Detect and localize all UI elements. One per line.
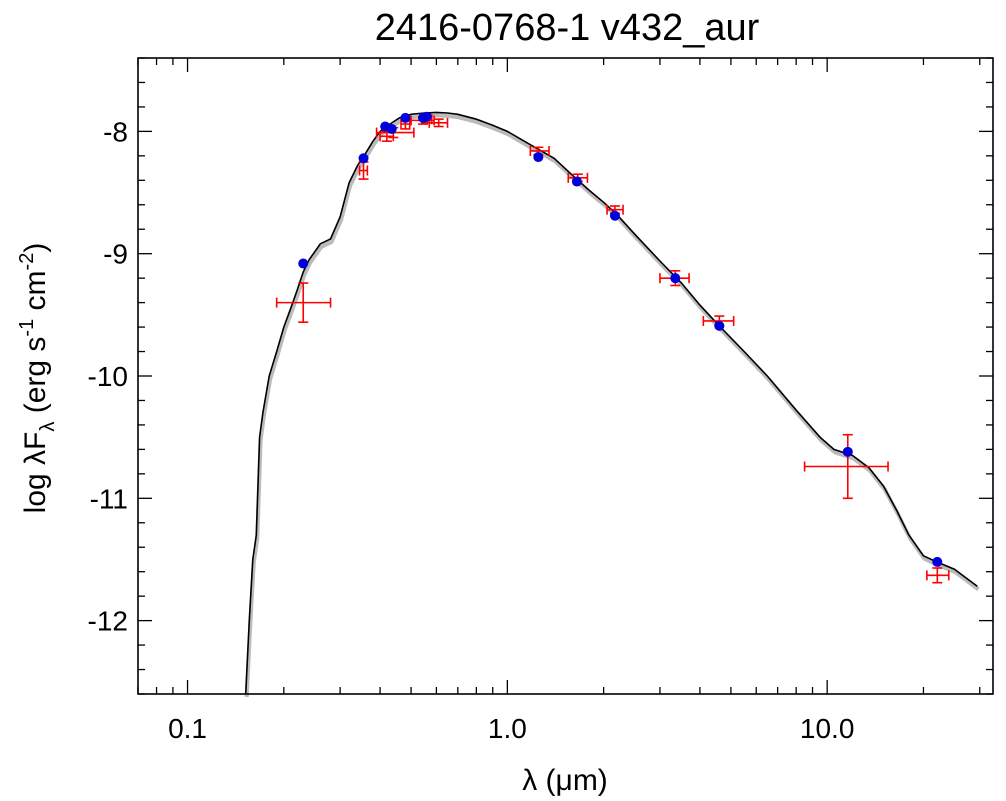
y-label-cm: cm: [19, 270, 52, 318]
observed-point-8: [428, 117, 449, 128]
ticks-group: [137, 57, 993, 695]
model-point-9: [571, 176, 582, 187]
model-point-13: [842, 446, 853, 457]
y-label-exp1: -1: [16, 319, 38, 337]
tick-labels-group: 0.1 1.0 10.0 -8 -9 -10 -11 -12: [88, 116, 855, 744]
observed-points-group: [275, 114, 950, 584]
model-point-11: [670, 273, 681, 284]
observed-point-14: [803, 433, 889, 500]
model-point-10: [609, 210, 620, 221]
y-tick-label: -12: [88, 606, 128, 637]
x-tick-label: 0.1: [168, 713, 207, 744]
model-point-12: [714, 320, 725, 331]
model-point-4: [386, 123, 397, 134]
y-tick-label: -11: [90, 483, 128, 514]
model-points-group: [298, 111, 943, 567]
y-label-sub: λ: [37, 422, 59, 432]
x-tick-label: 1.0: [488, 713, 527, 744]
model-point-14: [932, 556, 943, 567]
y-tick-label: -10: [88, 361, 128, 392]
plot-frame: [137, 57, 994, 695]
observed-point-4: [375, 126, 415, 139]
x-tick-label: 10.0: [800, 713, 855, 744]
model-point-2: [358, 153, 369, 164]
model-point-7: [421, 111, 432, 122]
observed-point-15: [926, 567, 950, 584]
y-tick-label: -8: [103, 116, 128, 147]
y-label-close: ): [19, 243, 52, 253]
observed-point-1: [275, 282, 332, 323]
model-point-1: [298, 258, 309, 269]
y-tick-label: -9: [103, 239, 128, 270]
model-sed-line: [244, 111, 978, 695]
model-sed-shadow: [244, 113, 980, 698]
x-axis-label: λ (μm): [522, 764, 608, 797]
model-point-8: [533, 152, 544, 163]
y-label-exp2: -2: [16, 253, 38, 271]
y-label-units: (erg s: [19, 337, 52, 422]
y-label-main: log λF: [19, 432, 52, 514]
chart-title: 2416-0768-1 v432_aur: [375, 7, 760, 49]
model-point-5: [400, 112, 411, 123]
model-sed-group: [244, 111, 980, 698]
y-axis-label: log λFλ (erg s-1 cm-2): [16, 243, 59, 514]
